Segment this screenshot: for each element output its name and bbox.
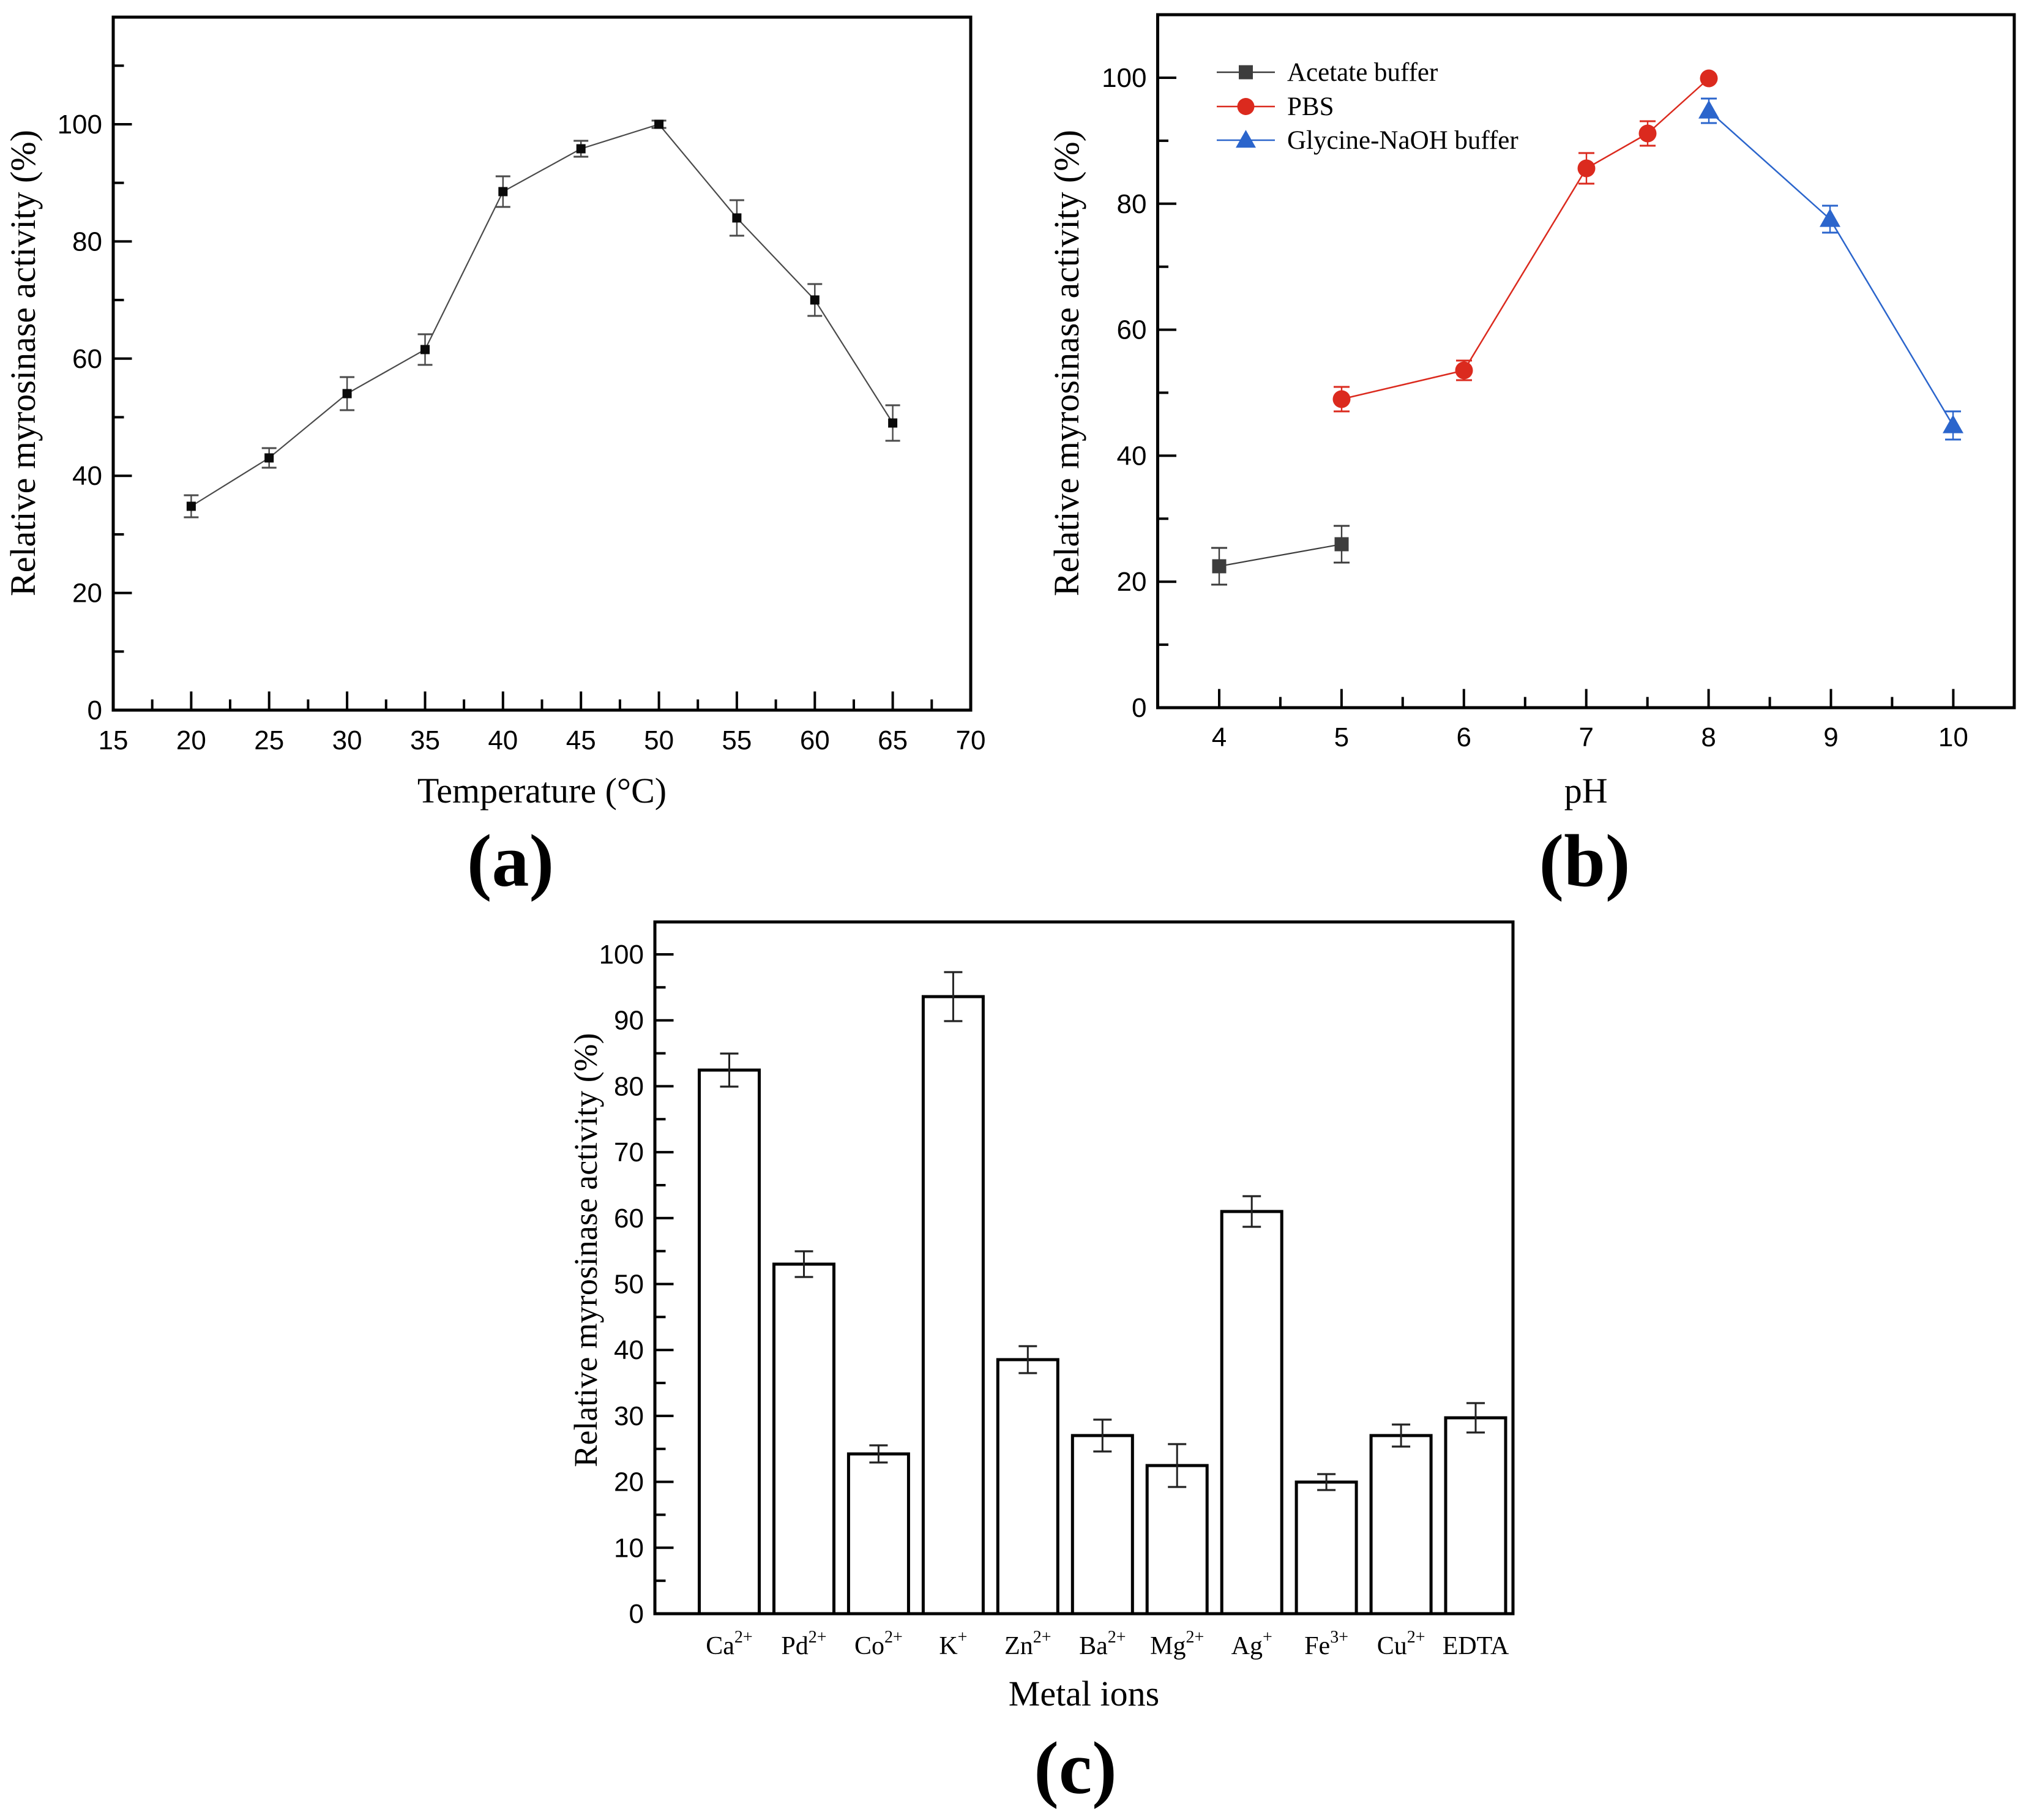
svg-text:K+: K+: [939, 1628, 967, 1660]
svg-text:100: 100: [599, 940, 644, 970]
svg-text:20: 20: [176, 725, 206, 755]
svg-text:(b): (b): [1539, 820, 1630, 902]
svg-text:90: 90: [614, 1006, 644, 1036]
svg-text:Acetate buffer: Acetate buffer: [1287, 58, 1438, 87]
svg-text:80: 80: [614, 1071, 644, 1101]
svg-text:Relative myrosinase activity (: Relative myrosinase activity (%): [1047, 130, 1086, 596]
svg-text:6: 6: [1457, 722, 1471, 752]
svg-text:(c): (c): [1034, 1727, 1116, 1810]
svg-text:pH: pH: [1564, 771, 1608, 811]
svg-text:PBS: PBS: [1287, 92, 1334, 121]
svg-text:80: 80: [72, 227, 102, 257]
svg-text:65: 65: [878, 725, 908, 755]
svg-text:35: 35: [410, 725, 440, 755]
svg-text:5: 5: [1334, 722, 1349, 752]
svg-text:9: 9: [1823, 722, 1838, 752]
svg-text:10: 10: [614, 1533, 644, 1563]
svg-text:55: 55: [722, 725, 752, 755]
svg-text:70: 70: [956, 725, 986, 755]
svg-text:0: 0: [629, 1599, 644, 1629]
svg-text:20: 20: [72, 579, 102, 609]
svg-text:25: 25: [254, 725, 284, 755]
svg-text:0: 0: [88, 695, 102, 725]
svg-text:100: 100: [58, 110, 102, 140]
svg-text:60: 60: [614, 1204, 644, 1234]
svg-text:60: 60: [1117, 315, 1147, 345]
svg-text:40: 40: [614, 1335, 644, 1365]
svg-text:Temperature (°C): Temperature (°C): [417, 771, 667, 811]
svg-text:20: 20: [614, 1467, 644, 1497]
svg-text:30: 30: [332, 725, 362, 755]
svg-text:100: 100: [1102, 63, 1146, 93]
svg-text:0: 0: [1132, 693, 1146, 723]
svg-text:50: 50: [644, 725, 674, 755]
svg-text:10: 10: [1938, 722, 1968, 752]
svg-text:80: 80: [1117, 189, 1147, 219]
svg-text:(a): (a): [467, 820, 554, 902]
svg-text:15: 15: [99, 725, 129, 755]
svg-text:50: 50: [614, 1270, 644, 1300]
svg-text:7: 7: [1578, 722, 1593, 752]
svg-text:Relative myrosinase activity (: Relative myrosinase activity (%): [567, 1033, 604, 1467]
svg-text:Metal ions: Metal ions: [1009, 1674, 1159, 1713]
svg-text:40: 40: [1117, 441, 1147, 471]
svg-text:EDTA: EDTA: [1443, 1632, 1509, 1660]
svg-text:40: 40: [488, 725, 518, 755]
svg-text:8: 8: [1701, 722, 1716, 752]
svg-text:Relative myrosinase activity (: Relative myrosinase activity (%): [3, 130, 43, 596]
svg-text:60: 60: [800, 725, 830, 755]
svg-text:40: 40: [72, 461, 102, 491]
svg-text:Ag+: Ag+: [1231, 1628, 1272, 1660]
svg-text:4: 4: [1212, 722, 1227, 752]
svg-text:20: 20: [1117, 567, 1147, 597]
svg-text:70: 70: [614, 1137, 644, 1167]
svg-text:Glycine-NaOH buffer: Glycine-NaOH buffer: [1287, 126, 1518, 155]
svg-text:45: 45: [566, 725, 596, 755]
svg-text:60: 60: [72, 344, 102, 374]
svg-text:30: 30: [614, 1401, 644, 1431]
